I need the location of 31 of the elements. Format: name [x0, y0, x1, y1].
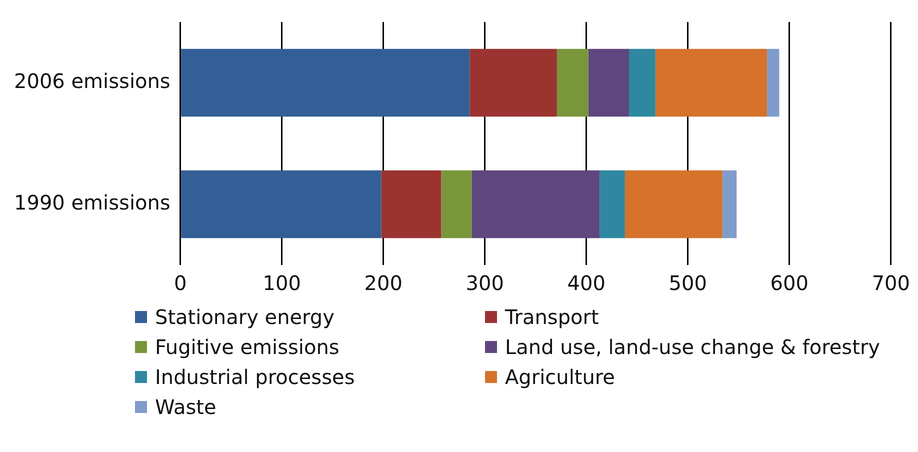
- bar: [381, 170, 442, 238]
- bar: [600, 170, 625, 238]
- legend-label: Stationary energy: [155, 305, 334, 329]
- legend-label: Land use, land-use change & forestry: [505, 335, 880, 359]
- legend-label: Fugitive emissions: [155, 335, 340, 359]
- bar: [472, 170, 600, 238]
- y-tick-label: 1990 emissions: [14, 190, 170, 214]
- legend-label: Waste: [155, 395, 216, 419]
- x-tick-label: 400: [567, 271, 606, 296]
- legend-label: Agriculture: [505, 365, 615, 389]
- bar: [588, 48, 630, 117]
- bar: [181, 48, 470, 117]
- x-tick-label: 600: [770, 271, 808, 296]
- legend-label: Industrial processes: [155, 365, 355, 389]
- x-tick-label: 200: [364, 271, 402, 296]
- bar: [767, 48, 780, 117]
- bar: [470, 48, 557, 117]
- y-tick-label: 2006 emissions: [14, 68, 170, 93]
- bar: [556, 48, 588, 117]
- x-tick-label: 700: [872, 271, 910, 296]
- x-tick-label: 300: [466, 271, 504, 296]
- x-tick-label: 0: [174, 271, 187, 296]
- bar: [181, 170, 382, 238]
- bar: [655, 48, 768, 117]
- bar: [629, 48, 656, 117]
- legend-label: Transport: [505, 305, 599, 329]
- x-tick-label: 500: [668, 271, 707, 296]
- x-tick-label: 100: [262, 271, 301, 296]
- bar: [722, 170, 737, 238]
- bar: [624, 170, 722, 238]
- bar: [441, 170, 472, 238]
